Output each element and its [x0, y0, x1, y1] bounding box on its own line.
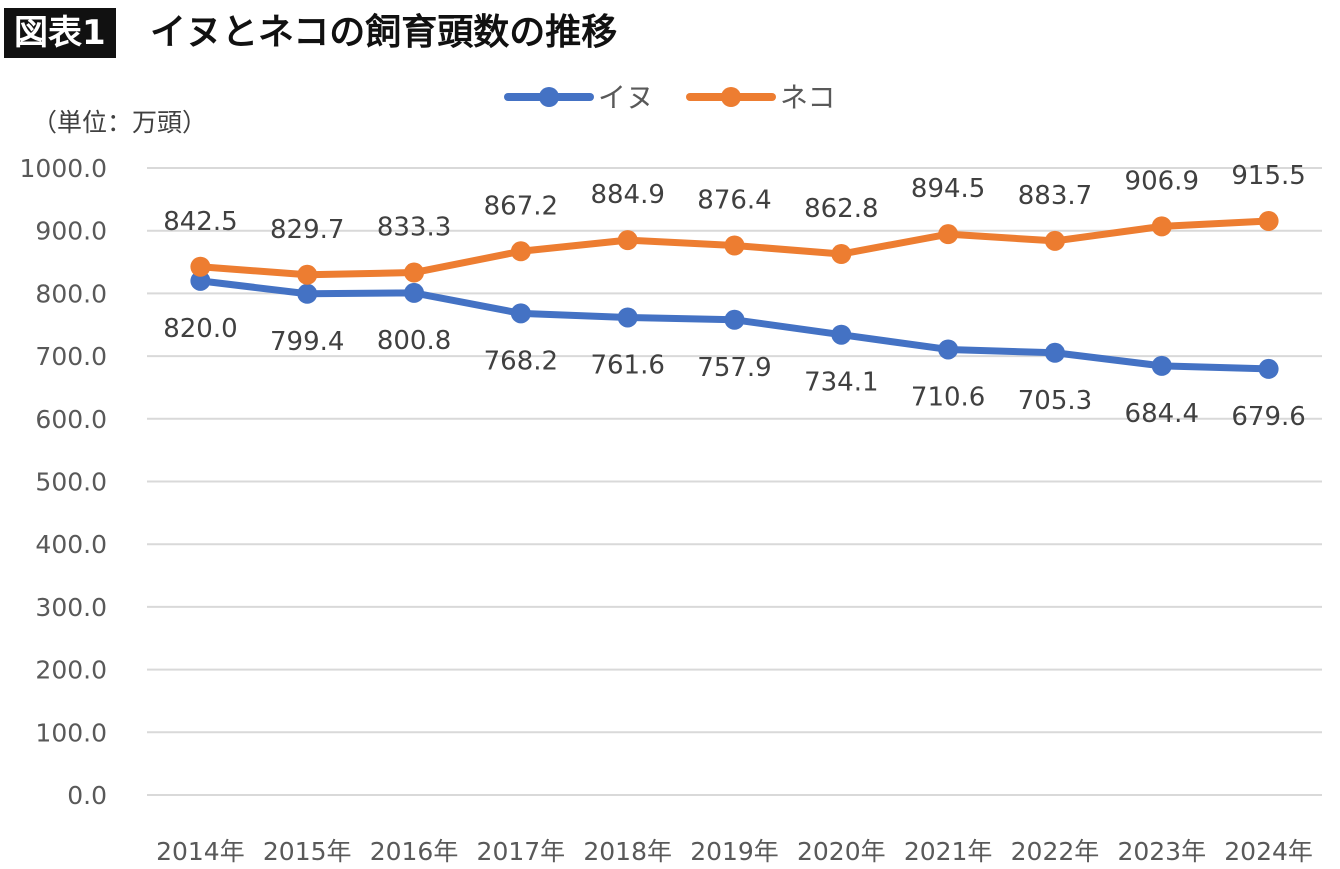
data-label: 757.9 [697, 353, 771, 383]
data-label: 705.3 [1018, 386, 1092, 416]
data-point [297, 264, 318, 285]
data-label: 710.6 [911, 382, 985, 412]
data-label: 894.5 [911, 174, 985, 204]
x-tick-label: 2015年 [263, 837, 352, 866]
data-point [617, 230, 638, 251]
x-tick-label: 2020年 [797, 837, 886, 866]
legend-swatch-marker [721, 87, 741, 107]
data-label: 734.1 [804, 368, 878, 398]
x-axis-ticks: 2014年 2015年 2016年 2017年 2018年 2019年 2020年 2021年… [156, 837, 1313, 866]
data-point [510, 241, 531, 262]
y-tick-label: 800.0 [35, 279, 107, 308]
y-tick-label: 100.0 [35, 718, 107, 747]
data-point [510, 303, 531, 324]
y-tick-label: 1000.0 [20, 154, 107, 183]
data-point [404, 282, 425, 303]
data-label: 915.5 [1231, 161, 1305, 191]
data-label: 833.3 [377, 213, 451, 243]
data-point [404, 262, 425, 283]
data-label: 884.9 [590, 180, 664, 210]
figure-header: 図表1 イヌとネコの飼育頭数の推移 [0, 0, 1340, 66]
y-tick-label: 300.0 [35, 593, 107, 622]
figure-title: イヌとネコの飼育頭数の推移 [150, 12, 618, 53]
data-label: 867.2 [484, 191, 558, 221]
y-tick-label: 400.0 [35, 530, 107, 559]
data-point [1151, 216, 1172, 237]
x-tick-label: 2019年 [690, 837, 779, 866]
y-tick-label: 600.0 [35, 405, 107, 434]
x-tick-label: 2017年 [477, 837, 566, 866]
legend-label: ネコ [780, 81, 835, 114]
data-label: 883.7 [1018, 181, 1092, 211]
gridlines [147, 167, 1322, 796]
data-point [1044, 230, 1065, 251]
data-label: 842.5 [163, 207, 237, 237]
y-tick-label: 900.0 [35, 217, 107, 246]
data-label: 761.6 [590, 350, 664, 380]
x-tick-label: 2023年 [1117, 837, 1206, 866]
data-label: 679.6 [1231, 402, 1305, 432]
legend-label: イヌ [598, 81, 654, 114]
data-point [1258, 210, 1279, 231]
data-label: 820.0 [163, 314, 237, 344]
y-tick-label: 700.0 [35, 342, 107, 371]
data-label: 862.8 [804, 194, 878, 224]
series-lines [190, 210, 1279, 379]
figure-badge: 図表1 [4, 8, 116, 58]
x-tick-label: 2014年 [156, 837, 245, 866]
data-label: 800.8 [377, 326, 451, 356]
data-label: 799.4 [270, 327, 344, 357]
y-axis-ticks: 0.0 100.0 200.0 300.0 400.0 500.0 600.0 700.0 80… [20, 154, 107, 810]
x-tick-label: 2024年 [1224, 837, 1313, 866]
data-label: 768.2 [484, 346, 558, 376]
data-point [831, 324, 852, 345]
data-point [1044, 342, 1065, 363]
y-tick-label: 0.0 [67, 781, 107, 810]
y-tick-label: 500.0 [35, 468, 107, 497]
data-point [831, 244, 852, 265]
data-point [1151, 355, 1172, 376]
data-label: 829.7 [270, 215, 344, 245]
data-point [1258, 358, 1279, 379]
data-point [938, 339, 959, 360]
data-point [938, 224, 959, 245]
data-point [724, 309, 745, 330]
data-point [724, 235, 745, 256]
data-label: 684.4 [1125, 399, 1199, 429]
data-point [617, 307, 638, 328]
data-point [297, 283, 318, 304]
data-labels: 820.0 799.4 800.8 768.2 761.6 757.9 734.1 710.6… [163, 161, 1306, 432]
x-tick-label: 2016年 [370, 837, 459, 866]
legend: イヌ ネコ [504, 81, 835, 114]
x-tick-label: 2022年 [1011, 837, 1100, 866]
x-tick-label: 2021年 [904, 837, 993, 866]
data-label: 876.4 [697, 185, 771, 215]
y-tick-label: 200.0 [35, 656, 107, 685]
data-point [190, 256, 211, 277]
unit-label: （単位：万頭） [32, 108, 207, 137]
x-tick-label: 2018年 [583, 837, 672, 866]
data-point [190, 270, 211, 291]
data-label: 906.9 [1125, 166, 1199, 196]
legend-swatch-marker [539, 87, 559, 107]
